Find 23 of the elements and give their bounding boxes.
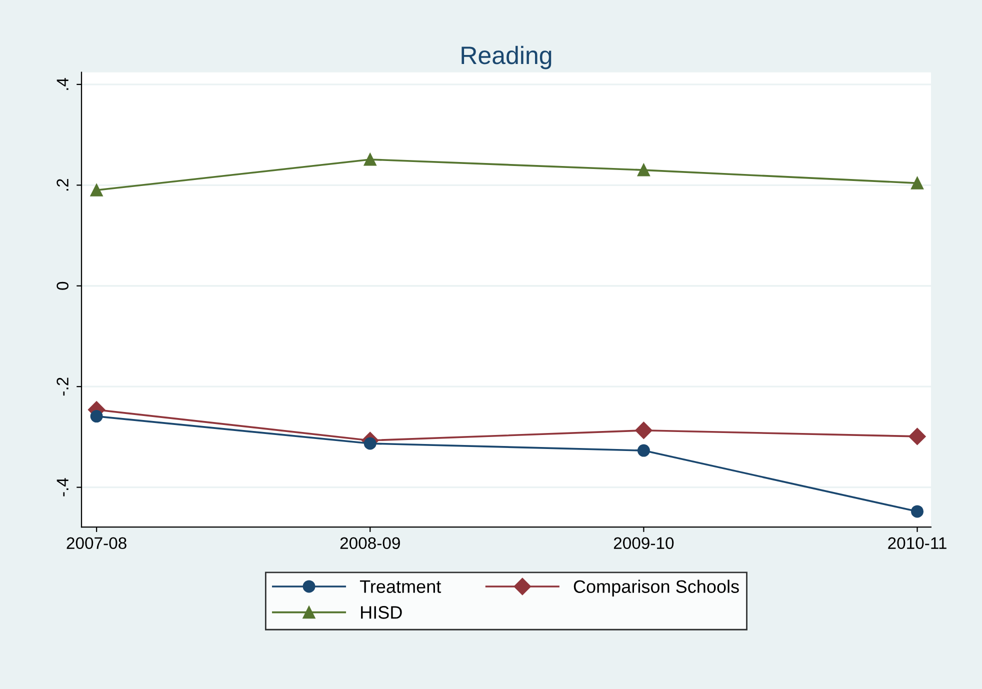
y-tick-label: .4	[56, 78, 68, 90]
point	[637, 444, 650, 457]
point	[364, 437, 376, 450]
point	[911, 176, 924, 190]
x-tick-label: 2008-09	[340, 537, 400, 550]
legend-label: HISD	[361, 606, 402, 619]
point	[637, 164, 650, 176]
point	[911, 505, 924, 518]
chart-title: Reading	[462, 46, 552, 70]
x-tick-label: 2010-11	[888, 537, 946, 550]
point	[90, 410, 103, 423]
y-tick-label: 0	[56, 282, 68, 290]
y-tick-label: .2	[56, 179, 68, 191]
point	[364, 153, 376, 166]
y-tick-label: -.4	[56, 478, 68, 496]
x-tick-label: 2007-08	[66, 537, 126, 550]
x-tick-label: 2009-10	[614, 537, 674, 550]
point	[635, 422, 652, 439]
legend-label: Comparison Schools	[574, 580, 739, 597]
y-tick-label: -.2	[56, 378, 68, 396]
legend-label: Treatment	[360, 580, 442, 593]
point	[908, 428, 926, 445]
point	[90, 184, 103, 196]
